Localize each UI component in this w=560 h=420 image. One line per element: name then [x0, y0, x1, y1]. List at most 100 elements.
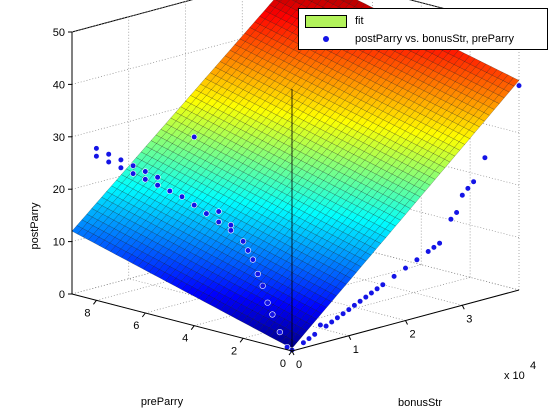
legend-swatch-fit: [305, 14, 347, 28]
data-point: [430, 244, 438, 251]
data-point: [362, 294, 369, 301]
legend-entry-points: postParry vs. bonusStr, preParry: [305, 31, 514, 47]
tick-mark-x: [405, 320, 408, 325]
data-point: [105, 158, 112, 166]
data-point: [117, 156, 124, 163]
data-point: [323, 323, 330, 330]
tick-label-z: 20: [53, 184, 65, 196]
legend: fit postParry vs. bonusStr, preParry: [298, 8, 548, 50]
data-point: [368, 289, 375, 297]
legend-marker-box: [305, 33, 347, 46]
tick-mark-y: [239, 338, 244, 343]
tick-label-x: 2: [409, 329, 415, 341]
data-point: [436, 240, 443, 247]
fit-surface: [71, 0, 520, 349]
data-point: [154, 174, 161, 181]
data-point: [425, 248, 432, 255]
data-point: [154, 182, 161, 189]
data-point: [328, 318, 335, 326]
data-point: [374, 285, 381, 292]
data-point: [93, 153, 100, 160]
tick-label-y: 6: [133, 320, 139, 332]
tick-label-z: 50: [53, 27, 65, 39]
data-point: [215, 208, 222, 215]
tick-label-z: 10: [53, 237, 65, 249]
z-axis-label: postParry: [29, 202, 41, 250]
tick-label-z: 0: [59, 289, 65, 301]
data-point: [276, 329, 283, 336]
data-point: [413, 256, 421, 263]
data-point: [459, 192, 466, 199]
data-point: [142, 176, 149, 183]
tick-label-z: 30: [53, 132, 65, 144]
data-point: [130, 170, 137, 177]
data-point: [105, 151, 112, 158]
legend-label-points: postParry vs. bonusStr, preParry: [355, 33, 514, 45]
legend-entry-fit: fit: [305, 13, 364, 29]
tick-labels: 0 10 20 30 40 50 0 2 4 6 8 0 1 2 3: [53, 27, 473, 371]
data-point: [402, 265, 409, 272]
box-edge: [71, 293, 293, 352]
data-point: [259, 282, 266, 289]
data-point: [240, 238, 247, 245]
tick-mark-y: [141, 312, 146, 318]
scatter-points: [93, 82, 523, 354]
data-point: [317, 321, 324, 329]
tick-label-y: 4: [182, 333, 188, 345]
data-point: [227, 227, 234, 234]
tick-label-x: 0: [296, 359, 302, 371]
data-point: [93, 145, 100, 152]
tick-mark-x: [461, 305, 465, 310]
tick-mark-y: [288, 350, 293, 356]
data-point: [264, 299, 271, 306]
tick-label-x: 1: [353, 344, 359, 356]
legend-label-fit: fit: [355, 15, 364, 27]
data-point: [481, 154, 489, 161]
data-point: [453, 209, 460, 216]
data-point: [311, 331, 318, 338]
tick-mark-x: [291, 350, 295, 356]
tick-mark-y: [190, 325, 195, 330]
data-point: [191, 133, 198, 141]
data-point: [227, 222, 234, 229]
tick-label-y: 0: [280, 358, 286, 370]
data-point: [269, 311, 276, 318]
data-point: [305, 335, 313, 342]
data-point: [249, 256, 256, 263]
x-exponent-power: 4: [530, 360, 536, 372]
data-point: [447, 216, 455, 223]
data-point: [191, 202, 198, 209]
data-point: [379, 281, 386, 288]
tick-label-y: 2: [231, 345, 237, 357]
data-point: [334, 314, 341, 321]
legend-marker-points: [323, 36, 329, 42]
data-point: [300, 339, 307, 346]
data-point: [351, 302, 358, 309]
data-point: [203, 210, 210, 217]
data-point: [345, 306, 352, 313]
data-point: [464, 185, 472, 192]
x-axis-label: bonusStr: [398, 397, 442, 409]
data-point: [254, 270, 261, 278]
tick-mark-x: [348, 335, 352, 340]
tick-label-z: 40: [53, 79, 65, 91]
data-point: [130, 162, 137, 169]
data-point: [215, 218, 222, 226]
data-point: [357, 298, 364, 305]
data-point: [244, 247, 252, 254]
data-point: [142, 168, 149, 175]
data-point: [340, 310, 347, 317]
tick-label-y: 8: [84, 307, 90, 319]
data-point: [166, 187, 173, 195]
tick-label-x: 3: [466, 313, 472, 325]
data-point: [117, 164, 124, 171]
data-point: [515, 82, 523, 89]
data-point: [178, 193, 186, 200]
tick-mark-y: [93, 300, 97, 305]
gridline-x: [128, 278, 349, 337]
data-point: [470, 178, 477, 185]
x-exponent-label: x 10: [504, 370, 525, 382]
data-point: [391, 273, 398, 280]
y-axis-label: preParry: [141, 396, 184, 408]
